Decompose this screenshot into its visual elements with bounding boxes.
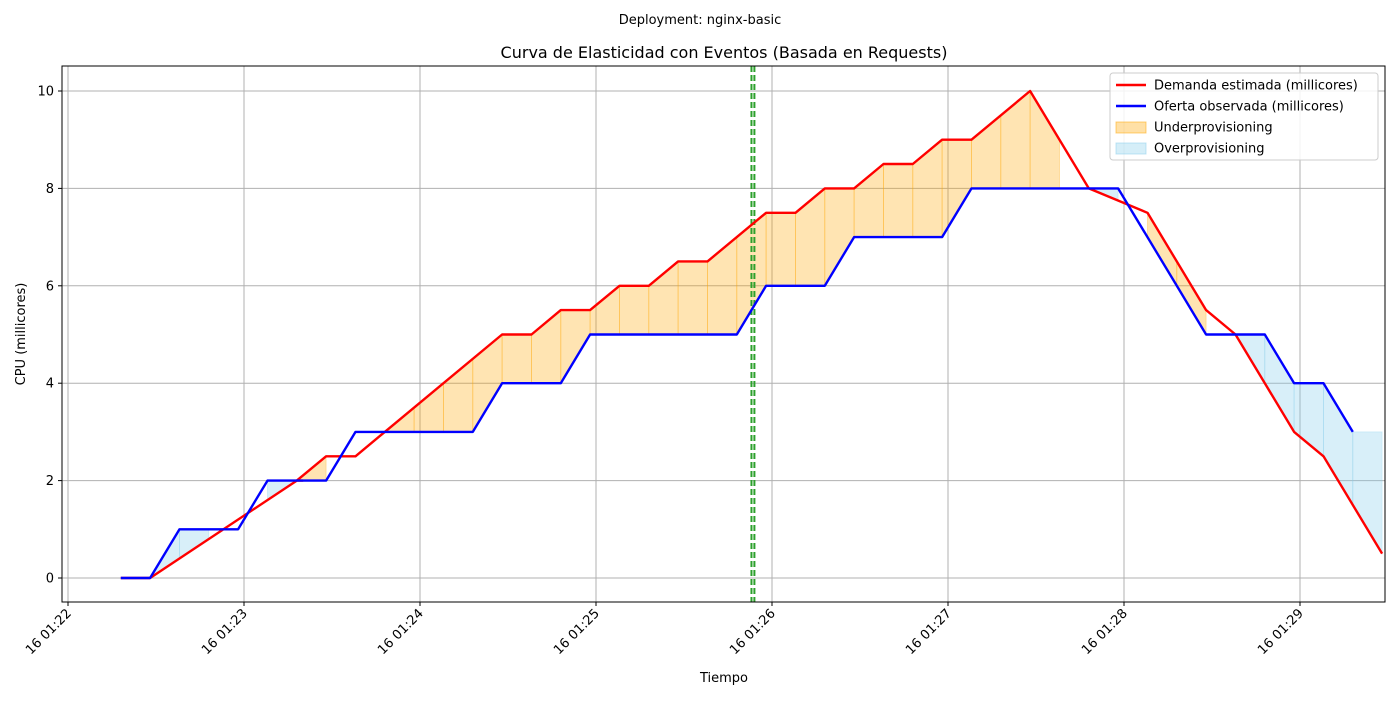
underprovisioning-area xyxy=(677,260,708,335)
x-tick-label: 16 01:28 xyxy=(1079,606,1131,658)
underprovisioning-area xyxy=(765,212,796,287)
underprovisioning-area xyxy=(589,284,620,335)
x-axis: 16 01:22 16 01:23 16 01:24 16 01:25 16 01:26… xyxy=(23,602,1307,658)
legend-label: Overprovisioning xyxy=(1154,142,1265,157)
y-tick-label: 6 xyxy=(46,279,54,294)
underprovisioning-area xyxy=(1176,260,1207,336)
overprovisioning-area xyxy=(1264,333,1295,434)
suptitle: Deployment: nginx-basic xyxy=(619,13,782,28)
event-markers xyxy=(750,66,756,602)
legend-label: Demanda estimada (millicores) xyxy=(1154,79,1358,94)
underprovisioning-area xyxy=(472,333,503,434)
plot-frame xyxy=(61,65,1386,603)
y-tick-label: 0 xyxy=(46,572,54,587)
provisioning-fills xyxy=(149,89,1383,579)
chart-title: Curva de Elasticidad con Eventos (Basada… xyxy=(501,43,948,62)
underprovisioning-area xyxy=(824,187,855,288)
supply-line xyxy=(120,187,1354,580)
x-tick-label: 16 01:29 xyxy=(1255,606,1307,658)
demand-line xyxy=(120,89,1384,580)
y-tick-label: 8 xyxy=(46,182,54,197)
x-tick-label: 16 01:26 xyxy=(727,606,779,658)
legend-label: Underprovisioning xyxy=(1154,121,1273,136)
legend: Demanda estimada (millicores) Oferta obse… xyxy=(1109,72,1379,161)
underprovisioning-area xyxy=(912,138,943,238)
x-axis-label: Tiempo xyxy=(699,671,748,686)
x-tick-label: 16 01:22 xyxy=(23,606,75,658)
underprovisioning-area xyxy=(1147,211,1178,288)
x-tick-label: 16 01:24 xyxy=(375,606,427,658)
y-tick-label: 10 xyxy=(37,85,54,100)
underprovisioning-area xyxy=(501,334,532,384)
y-axis: 0 2 4 6 8 10 xyxy=(37,85,62,587)
overprovisioning-area xyxy=(179,528,210,560)
underprovisioning-area xyxy=(883,163,914,238)
legend-swatch-patch xyxy=(1115,142,1147,155)
overprovisioning-area xyxy=(1352,431,1383,556)
underprovisioning-area xyxy=(707,236,738,335)
y-axis-label: CPU (millicores) xyxy=(14,283,29,386)
y-tick-label: 2 xyxy=(46,474,54,489)
underprovisioning-area xyxy=(413,382,444,433)
x-tick-label: 16 01:27 xyxy=(903,606,955,658)
y-tick-label: 4 xyxy=(46,377,54,392)
overprovisioning-area xyxy=(1323,381,1354,507)
underprovisioning-area xyxy=(795,187,826,287)
legend-box xyxy=(1109,72,1379,161)
grid xyxy=(62,66,1385,602)
x-tick-label: 16 01:23 xyxy=(199,606,251,658)
legend-swatch-patch xyxy=(1115,121,1147,134)
underprovisioning-area xyxy=(1029,89,1060,189)
underprovisioning-area xyxy=(1000,90,1031,189)
underprovisioning-area xyxy=(560,309,591,385)
underprovisioning-area xyxy=(941,139,972,239)
series-lines xyxy=(120,89,1384,580)
x-tick-label: 16 01:25 xyxy=(551,606,603,658)
legend-label: Oferta observada (millicores) xyxy=(1154,100,1344,115)
underprovisioning-area xyxy=(619,285,650,335)
